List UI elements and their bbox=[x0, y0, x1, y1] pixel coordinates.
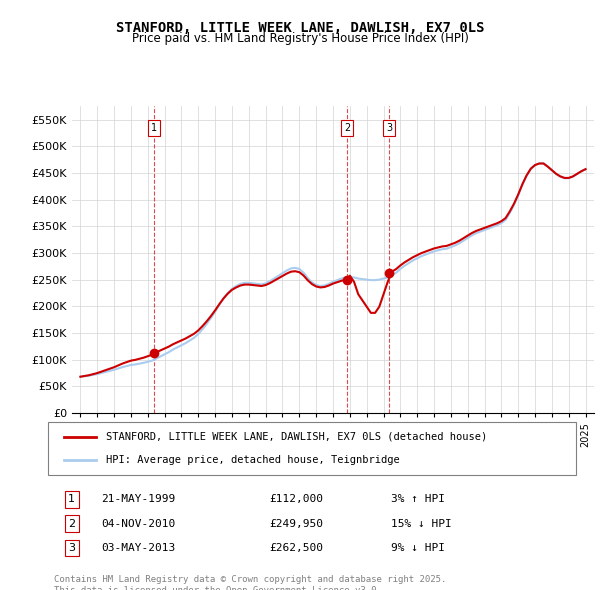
Text: 1: 1 bbox=[151, 123, 157, 133]
Text: 1: 1 bbox=[68, 494, 75, 504]
Text: 04-NOV-2010: 04-NOV-2010 bbox=[101, 519, 175, 529]
Text: HPI: Average price, detached house, Teignbridge: HPI: Average price, detached house, Teig… bbox=[106, 455, 400, 465]
Text: 3: 3 bbox=[68, 543, 75, 553]
Text: £262,500: £262,500 bbox=[270, 543, 324, 553]
Text: 3% ↑ HPI: 3% ↑ HPI bbox=[391, 494, 445, 504]
Text: STANFORD, LITTLE WEEK LANE, DAWLISH, EX7 0LS (detached house): STANFORD, LITTLE WEEK LANE, DAWLISH, EX7… bbox=[106, 432, 487, 442]
Text: 2: 2 bbox=[68, 519, 76, 529]
Text: £112,000: £112,000 bbox=[270, 494, 324, 504]
Text: 15% ↓ HPI: 15% ↓ HPI bbox=[391, 519, 452, 529]
FancyBboxPatch shape bbox=[48, 422, 576, 475]
Text: Contains HM Land Registry data © Crown copyright and database right 2025.
This d: Contains HM Land Registry data © Crown c… bbox=[54, 575, 446, 590]
Text: 3: 3 bbox=[386, 123, 392, 133]
Text: £249,950: £249,950 bbox=[270, 519, 324, 529]
Text: STANFORD, LITTLE WEEK LANE, DAWLISH, EX7 0LS: STANFORD, LITTLE WEEK LANE, DAWLISH, EX7… bbox=[116, 21, 484, 35]
Text: 9% ↓ HPI: 9% ↓ HPI bbox=[391, 543, 445, 553]
Text: 21-MAY-1999: 21-MAY-1999 bbox=[101, 494, 175, 504]
Text: 2: 2 bbox=[344, 123, 350, 133]
Text: Price paid vs. HM Land Registry's House Price Index (HPI): Price paid vs. HM Land Registry's House … bbox=[131, 32, 469, 45]
Text: 03-MAY-2013: 03-MAY-2013 bbox=[101, 543, 175, 553]
